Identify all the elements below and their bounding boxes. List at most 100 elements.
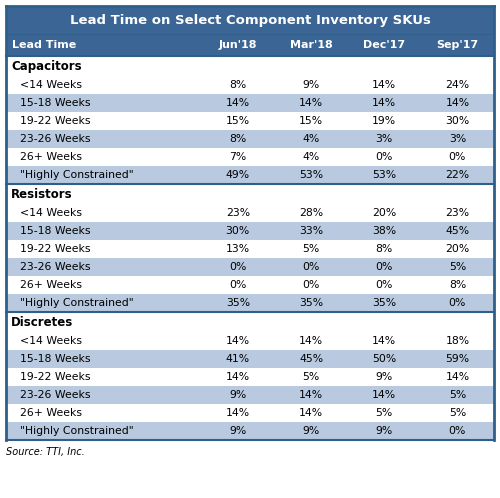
Bar	[6, 34, 494, 56]
Text: 9%: 9%	[229, 426, 246, 436]
Bar	[6, 294, 494, 312]
Text: 20%: 20%	[372, 208, 396, 218]
Bar	[6, 312, 494, 332]
Text: 45%: 45%	[446, 226, 469, 236]
Text: "Highly Constrained": "Highly Constrained"	[20, 298, 134, 308]
Bar	[6, 422, 494, 440]
Bar	[6, 112, 494, 130]
Bar	[6, 368, 494, 386]
Text: 0%: 0%	[448, 298, 466, 308]
Text: 0%: 0%	[376, 262, 393, 272]
Text: 14%: 14%	[446, 372, 469, 382]
Text: 0%: 0%	[229, 280, 246, 290]
Text: 0%: 0%	[448, 426, 466, 436]
Text: 45%: 45%	[299, 354, 323, 364]
Text: 23-26 Weeks: 23-26 Weeks	[20, 134, 90, 144]
Bar	[6, 332, 494, 350]
Text: Dec'17: Dec'17	[363, 40, 406, 50]
Bar	[6, 258, 494, 276]
Text: 15-18 Weeks: 15-18 Weeks	[20, 226, 90, 236]
Text: 5%: 5%	[449, 408, 466, 418]
Text: 5%: 5%	[449, 390, 466, 400]
Text: 9%: 9%	[302, 80, 320, 90]
Text: 14%: 14%	[299, 390, 323, 400]
Bar	[6, 94, 494, 112]
Text: 19-22 Weeks: 19-22 Weeks	[20, 244, 90, 254]
Text: 14%: 14%	[299, 98, 323, 108]
Text: Lead Time on Select Component Inventory SKUs: Lead Time on Select Component Inventory …	[70, 13, 430, 26]
Text: 19-22 Weeks: 19-22 Weeks	[20, 372, 90, 382]
Text: 5%: 5%	[449, 262, 466, 272]
Bar	[6, 6, 494, 34]
Text: 23%: 23%	[226, 208, 250, 218]
Text: 23-26 Weeks: 23-26 Weeks	[20, 390, 90, 400]
Bar	[6, 166, 494, 184]
Text: 30%: 30%	[226, 226, 250, 236]
Text: Mar'18: Mar'18	[290, 40, 333, 50]
Text: Capacitors: Capacitors	[11, 59, 82, 73]
Bar	[6, 184, 494, 204]
Text: 19%: 19%	[372, 116, 396, 126]
Text: 14%: 14%	[372, 336, 396, 346]
Text: 9%: 9%	[376, 372, 393, 382]
Text: 8%: 8%	[449, 280, 466, 290]
Text: <14 Weeks: <14 Weeks	[20, 208, 82, 218]
Text: <14 Weeks: <14 Weeks	[20, 80, 82, 90]
Text: 15-18 Weeks: 15-18 Weeks	[20, 98, 90, 108]
Bar	[6, 404, 494, 422]
Text: 35%: 35%	[372, 298, 396, 308]
Text: 13%: 13%	[226, 244, 250, 254]
Text: 8%: 8%	[376, 244, 393, 254]
Text: 23-26 Weeks: 23-26 Weeks	[20, 262, 90, 272]
Text: 4%: 4%	[302, 152, 320, 162]
Text: 0%: 0%	[376, 280, 393, 290]
Bar	[6, 386, 494, 404]
Bar	[6, 204, 494, 222]
Text: 4%: 4%	[302, 134, 320, 144]
Text: 15%: 15%	[299, 116, 323, 126]
Bar	[6, 222, 494, 240]
Text: Discretes: Discretes	[11, 316, 73, 329]
Text: 28%: 28%	[299, 208, 323, 218]
Text: 8%: 8%	[229, 134, 246, 144]
Text: 14%: 14%	[446, 98, 469, 108]
Bar	[6, 76, 494, 94]
Text: 14%: 14%	[226, 408, 250, 418]
Text: Lead Time: Lead Time	[12, 40, 76, 50]
Text: 14%: 14%	[372, 98, 396, 108]
Text: 38%: 38%	[372, 226, 396, 236]
Text: 3%: 3%	[449, 134, 466, 144]
Text: 59%: 59%	[446, 354, 469, 364]
Text: 26+ Weeks: 26+ Weeks	[20, 280, 82, 290]
Text: Resistors: Resistors	[11, 188, 72, 201]
Text: 9%: 9%	[302, 426, 320, 436]
Text: 30%: 30%	[446, 116, 469, 126]
Text: <14 Weeks: <14 Weeks	[20, 336, 82, 346]
Text: Sep'17: Sep'17	[436, 40, 478, 50]
Text: 9%: 9%	[376, 426, 393, 436]
Text: 49%: 49%	[226, 170, 250, 180]
Text: 53%: 53%	[299, 170, 323, 180]
Text: 15%: 15%	[226, 116, 250, 126]
Text: 14%: 14%	[226, 372, 250, 382]
Text: 14%: 14%	[372, 80, 396, 90]
Bar	[6, 56, 494, 76]
Bar	[6, 130, 494, 148]
Text: 9%: 9%	[229, 390, 246, 400]
Text: 14%: 14%	[226, 336, 250, 346]
Text: 19-22 Weeks: 19-22 Weeks	[20, 116, 90, 126]
Text: 35%: 35%	[299, 298, 323, 308]
Text: 50%: 50%	[372, 354, 396, 364]
Text: 8%: 8%	[229, 80, 246, 90]
Text: 23%: 23%	[446, 208, 469, 218]
Text: 15-18 Weeks: 15-18 Weeks	[20, 354, 90, 364]
Text: 33%: 33%	[299, 226, 323, 236]
Text: 20%: 20%	[446, 244, 469, 254]
Text: 0%: 0%	[229, 262, 246, 272]
Text: 18%: 18%	[446, 336, 469, 346]
Text: 26+ Weeks: 26+ Weeks	[20, 152, 82, 162]
Text: 41%: 41%	[226, 354, 250, 364]
Text: 14%: 14%	[299, 336, 323, 346]
Bar	[6, 148, 494, 166]
Text: 14%: 14%	[226, 98, 250, 108]
